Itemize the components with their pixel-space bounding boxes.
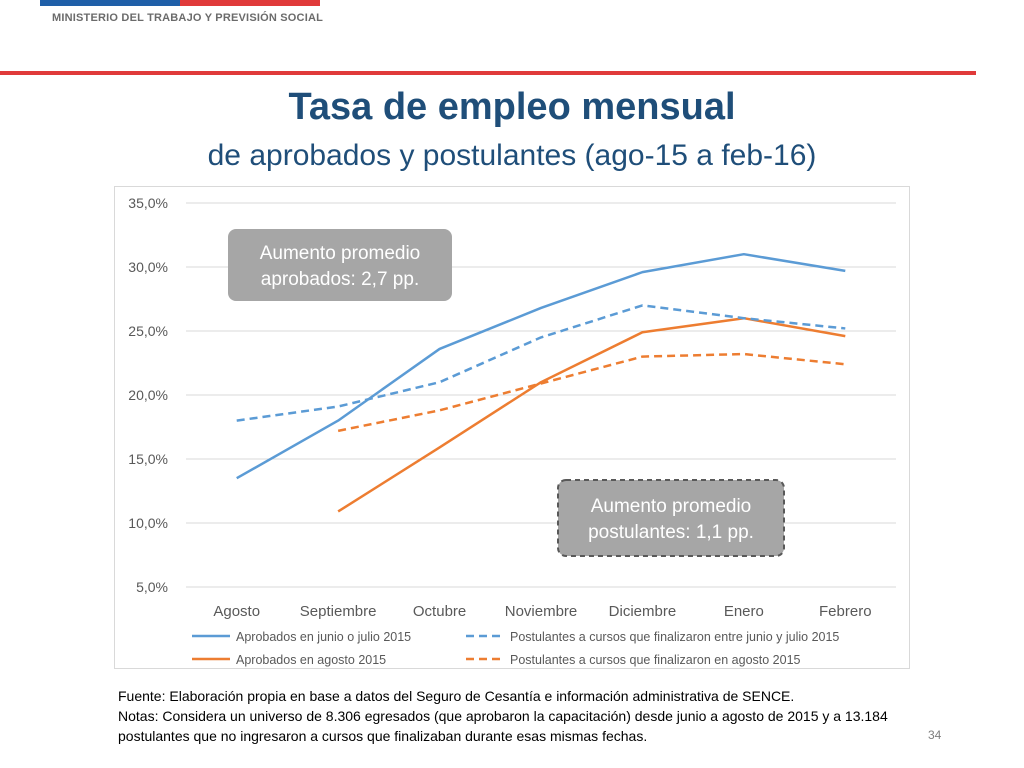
x-tick-label: Febrero <box>819 603 872 620</box>
page-number: 34 <box>928 728 942 742</box>
y-tick-label: 15,0% <box>128 451 168 467</box>
series-line-2 <box>337 316 846 513</box>
x-tick-label: Septiembre <box>300 603 377 620</box>
header-color-bar <box>40 0 320 6</box>
line-chart: 35,0% 30,0% 25,0% 20,0% 15,0% 10,0% 5,0% Agosto… <box>128 195 896 667</box>
x-tick-label: Agosto <box>213 603 260 620</box>
annotation-line2: aprobados: 2,7 pp. <box>261 269 419 290</box>
chart-frame <box>114 186 910 669</box>
legend-label: Aprobados en junio o julio 2015 <box>236 630 411 644</box>
y-tick-label: 5,0% <box>136 579 168 595</box>
footnote-notes: Notas: Considera un universo de 8.306 eg… <box>118 708 888 744</box>
y-tick-label: 20,0% <box>128 387 168 403</box>
series-line-1 <box>236 252 846 480</box>
ministry-label: MINISTERIO DEL TRABAJO Y PREVISIÓN SOCIA… <box>52 12 324 24</box>
x-tick-label: Diciembre <box>609 603 677 620</box>
annotation-box <box>228 229 452 301</box>
x-tick-label: Octubre <box>413 603 466 620</box>
legend-label: Aprobados en agosto 2015 <box>236 653 386 667</box>
header-bar-red <box>180 0 320 6</box>
legend-label: Postulantes a cursos que finalizaron en … <box>510 653 801 667</box>
y-tick-label: 10,0% <box>128 515 168 531</box>
annotation-line2: postulantes: 1,1 pp. <box>588 522 754 543</box>
y-tick-label: 25,0% <box>128 323 168 339</box>
y-tick-label: 30,0% <box>128 259 168 275</box>
x-tick-label: Noviembre <box>505 603 578 620</box>
slide-subtitle: de aprobados y postulantes (ago-15 a feb… <box>207 139 817 172</box>
annotation-line1: Aumento promedio <box>260 243 421 264</box>
annotation-line1: Aumento promedio <box>591 496 752 517</box>
x-tick-label: Enero <box>724 603 764 620</box>
slide-title: Tasa de empleo mensual <box>288 86 736 128</box>
footnote-source: Fuente: Elaboración propia en base a dat… <box>118 688 795 704</box>
legend-label: Postulantes a cursos que finalizaron ent… <box>510 630 839 644</box>
header-divider <box>0 71 976 75</box>
footnote: Fuente: Elaboración propia en base a dat… <box>118 686 918 746</box>
y-tick-label: 35,0% <box>128 195 168 211</box>
header-bar-blue <box>40 0 180 6</box>
series-line-4 <box>337 352 846 433</box>
series-line-3 <box>236 304 846 422</box>
annotation-box <box>557 479 785 557</box>
